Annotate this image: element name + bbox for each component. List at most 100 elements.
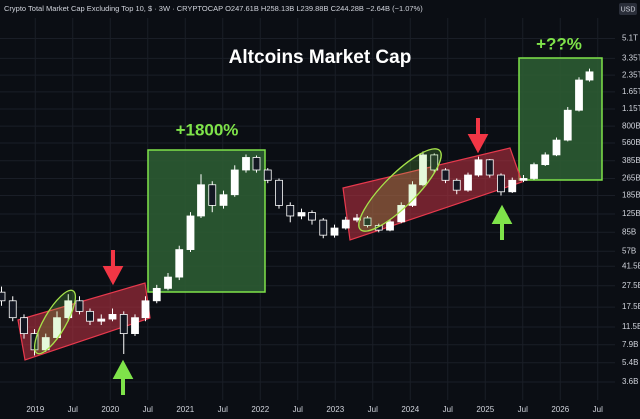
- y-tick-label: 41.5B: [622, 261, 640, 270]
- y-tick-label: 85B: [622, 227, 636, 236]
- candle-body: [474, 159, 483, 176]
- candle-body: [519, 178, 528, 181]
- y-tick-label: 27.5B: [622, 281, 640, 290]
- y-tick-label: 800B: [622, 121, 640, 130]
- candle-body: [197, 184, 205, 217]
- candle-body: [230, 169, 239, 196]
- candle-body: [386, 221, 394, 231]
- candle-body: [441, 169, 450, 181]
- candle-body: [64, 300, 73, 319]
- candle-body: [585, 71, 594, 81]
- candles: [0, 68, 594, 356]
- y-tick-label: 5.1T: [622, 34, 638, 43]
- x-tick-label: Jul: [68, 405, 78, 414]
- highlight: [358, 148, 442, 232]
- arrow-down: [467, 118, 489, 154]
- x-tick-label: Jul: [143, 405, 153, 414]
- candle-body: [485, 159, 494, 176]
- candle-body: [319, 219, 328, 236]
- candle-body: [0, 291, 6, 302]
- candle-body: [541, 154, 550, 166]
- candle-body: [552, 139, 561, 156]
- x-tick-label: 2021: [176, 405, 194, 414]
- candle-body: [119, 314, 128, 335]
- currency-box: [619, 3, 637, 15]
- x-tick-label: 2026: [551, 405, 569, 414]
- candle-body: [108, 314, 117, 320]
- candle-body: [41, 337, 50, 351]
- candle-body: [464, 174, 472, 191]
- grid: [0, 18, 615, 400]
- annotation: +??%: [536, 34, 582, 53]
- candle-body: [8, 300, 17, 319]
- candle-body: [530, 164, 538, 179]
- y-tick-label: 7.9B: [622, 340, 638, 349]
- chart-title: Altcoins Market Cap: [229, 47, 412, 68]
- y-tick-label: 125B: [622, 209, 640, 218]
- candle-body: [164, 276, 172, 289]
- candle-body: [20, 317, 28, 335]
- x-tick-label: 2023: [326, 405, 344, 414]
- candle-body: [97, 318, 106, 322]
- candle-body: [497, 174, 505, 193]
- x-tick-label: Jul: [368, 405, 378, 414]
- x-tick-label: Jul: [518, 405, 528, 414]
- y-tick-label: 560B: [622, 138, 640, 147]
- x-tick-label: 2020: [101, 405, 119, 414]
- y-tick-label: 11.5B: [622, 322, 640, 331]
- x-tick-label: 2019: [26, 405, 44, 414]
- x-tick-label: Jul: [218, 405, 228, 414]
- target-box: [147, 149, 266, 293]
- arrow-down: [102, 250, 124, 286]
- y-tick-label: 185B: [622, 191, 640, 200]
- candle-body: [508, 179, 517, 193]
- header: Crypto Total Market Cap Excluding Top 10…: [4, 4, 423, 13]
- candle-body: [275, 179, 283, 206]
- candle-body: [152, 287, 161, 302]
- candle-body: [186, 215, 195, 250]
- candle-body: [575, 79, 583, 111]
- candle-body: [75, 300, 84, 312]
- candle-body: [430, 154, 439, 171]
- y-tick-label: 5.4B: [622, 358, 638, 367]
- candle-body: [252, 157, 261, 171]
- y-tick-label: 57B: [622, 246, 636, 255]
- x-tick-label: Jul: [593, 405, 603, 414]
- x-tick-label: Jul: [293, 405, 303, 414]
- y-tick-label: 2.35T: [622, 70, 640, 79]
- candle-body: [452, 179, 461, 191]
- x-tick-label: 2022: [251, 405, 269, 414]
- y-tick-label: 1.65T: [622, 87, 640, 96]
- candle-body: [363, 217, 372, 226]
- y-tick-label: 1.15T: [622, 104, 640, 113]
- candle-body: [208, 184, 217, 206]
- candle-body: [308, 212, 316, 221]
- x-tick-label: 2025: [476, 405, 494, 414]
- candle-body: [341, 219, 350, 229]
- x-tick-label: Jul: [443, 405, 453, 414]
- y-tick-label: 17.5B: [622, 302, 640, 311]
- candle-body: [408, 184, 417, 206]
- currency: USD: [621, 6, 636, 13]
- candle-body: [131, 317, 139, 335]
- y-tick-label: 3.35T: [622, 53, 640, 62]
- candle-body: [141, 300, 150, 319]
- candle-body: [419, 154, 427, 186]
- candle-body: [242, 157, 250, 171]
- y-tick-label: 3.6B: [622, 377, 638, 386]
- candle-body: [175, 249, 184, 278]
- x-tick-label: 2024: [401, 405, 419, 414]
- channel: [17, 282, 151, 361]
- y-tick-label: 265B: [622, 174, 640, 183]
- candle-body: [563, 109, 572, 141]
- candle-body: [86, 310, 94, 322]
- arrow-up: [491, 204, 513, 240]
- candle-body: [286, 205, 295, 217]
- annotation: +1800%: [176, 120, 239, 139]
- candle-body: [219, 194, 228, 206]
- candle-body: [53, 317, 61, 338]
- arrow-up: [112, 359, 134, 395]
- y-tick-label: 385B: [622, 156, 640, 165]
- highlight: [33, 289, 77, 355]
